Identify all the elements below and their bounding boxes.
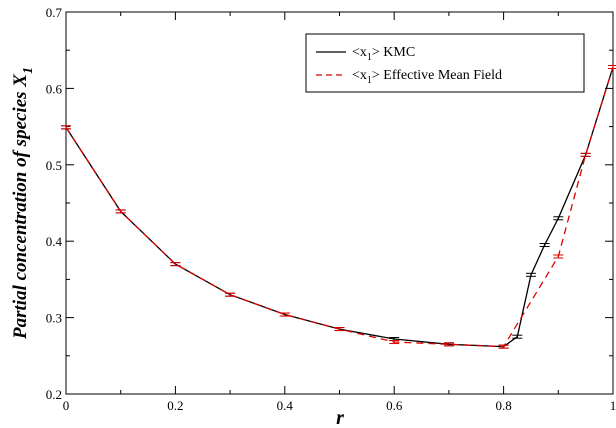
x-axis: 0 0.2 0.4 0.6 0.8 1 xyxy=(63,12,616,413)
y-tick-label: 0.7 xyxy=(46,5,63,20)
data-point-emf xyxy=(580,152,591,157)
legend-box xyxy=(305,33,585,93)
x-tick-label: 0 xyxy=(63,398,70,413)
series-line-kmc xyxy=(65,66,614,348)
y-axis-title: Partial concentration of species X1 xyxy=(10,67,36,340)
data-point-kmc xyxy=(539,243,550,248)
x-tick-label: 0.8 xyxy=(495,398,511,413)
data-point-emf xyxy=(334,327,345,332)
y-tick-label: 0.6 xyxy=(46,81,63,96)
series-line-emf xyxy=(65,66,614,348)
series-layer xyxy=(61,65,616,349)
data-point-emf xyxy=(115,209,126,214)
legend-label-emf-suffix: > Effective Mean Field xyxy=(372,68,502,83)
legend: <x1> KMC <x1> Effective Mean Field xyxy=(305,33,585,93)
y-tick-label: 0.2 xyxy=(46,387,62,402)
legend-label-kmc-prefix: <x xyxy=(352,45,367,60)
x-tick-label: 0.6 xyxy=(386,398,403,413)
data-point-kmc xyxy=(512,334,523,339)
legend-label-kmc-subscript: 1 xyxy=(367,52,372,63)
x-tick-label: 0.4 xyxy=(277,398,294,413)
data-point-kmc xyxy=(525,272,536,277)
legend-label-emf-prefix: <x xyxy=(352,68,367,83)
legend-label-emf: <x1> Effective Mean Field xyxy=(352,68,502,86)
data-point-emf xyxy=(498,344,509,349)
data-point-emf xyxy=(225,292,236,297)
x-tick-label: 1 xyxy=(610,398,616,413)
legend-label-kmc: <x1> KMC xyxy=(352,45,415,63)
x-tick-label: 0.2 xyxy=(167,398,183,413)
data-point-emf xyxy=(61,125,71,130)
y-tick-label: 0.5 xyxy=(46,158,62,173)
y-tick-label: 0.4 xyxy=(46,234,63,249)
y-axis: 0.2 0.3 0.4 0.5 0.6 0.7 xyxy=(46,5,613,402)
legend-label-emf-subscript: 1 xyxy=(367,75,372,86)
y-axis-title-subscript: 1 xyxy=(21,67,36,74)
data-point-emf xyxy=(553,254,564,259)
x-axis-title: r xyxy=(336,407,344,428)
y-axis-title-main: Partial concentration of species X xyxy=(10,73,31,340)
data-point-emf xyxy=(608,65,616,70)
data-point-emf xyxy=(389,340,400,345)
y-tick-label: 0.3 xyxy=(46,311,62,326)
data-point-emf xyxy=(170,262,181,267)
data-point-kmc xyxy=(553,216,564,221)
legend-label-kmc-suffix: > KMC xyxy=(372,45,415,60)
data-point-emf xyxy=(279,312,290,317)
data-point-emf xyxy=(443,342,454,347)
